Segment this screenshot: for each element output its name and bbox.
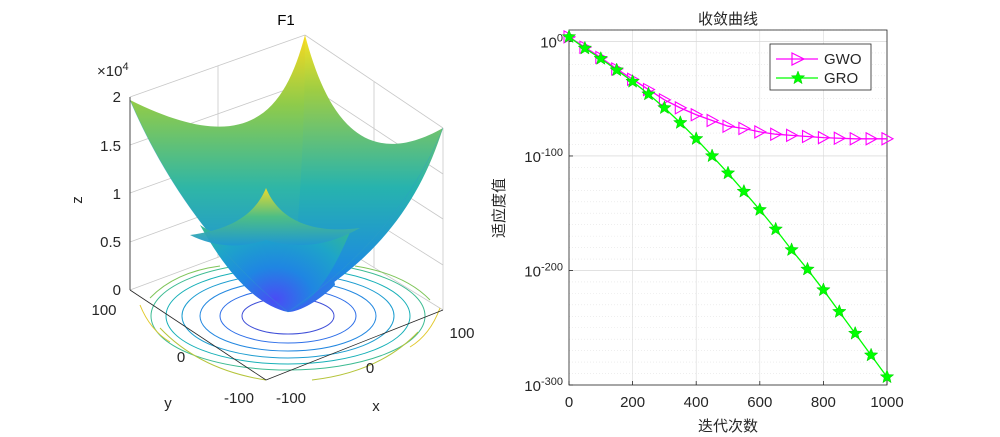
data-point-gwo xyxy=(690,107,704,122)
legend-item-gro: GRO xyxy=(776,70,858,87)
surface-plot: F1 xyxy=(69,12,475,415)
data-point-gro xyxy=(784,242,799,257)
data-point-gro xyxy=(577,40,593,55)
axes-box xyxy=(568,29,888,386)
y-axis-label: y xyxy=(164,395,172,412)
legend-label-gro: GRO xyxy=(824,70,858,87)
data-point-gro xyxy=(641,86,656,101)
series xyxy=(561,29,895,384)
data-point-gwo xyxy=(706,113,720,128)
convergence-y-label: 适应度值 xyxy=(490,178,508,238)
z-axis: ×104 2 1.5 1 0.5 0 z xyxy=(69,61,131,299)
y-tick-label: 10-100 xyxy=(524,147,563,166)
z-tick-label: 1 xyxy=(113,186,121,203)
data-point-gwo xyxy=(849,131,863,146)
data-point-gwo xyxy=(674,100,688,115)
y-ticks: 100 10-100 10-200 10-300 xyxy=(524,32,573,395)
x-tick-label: 600 xyxy=(747,394,772,411)
convergence-x-label: 迭代次数 xyxy=(698,417,758,435)
z-tick-label: 2 xyxy=(113,89,121,106)
data-point-gwo xyxy=(833,131,847,146)
x-tick-label: 100 xyxy=(449,325,474,342)
data-point-gro xyxy=(879,369,895,384)
floor-contours xyxy=(139,261,441,381)
data-point-gwo xyxy=(817,130,831,145)
data-point-gro xyxy=(704,148,720,163)
z-tick-label: 1.5 xyxy=(100,138,121,155)
data-point-gwo xyxy=(865,131,879,146)
data-point-gro xyxy=(720,165,736,180)
x-ticks: 0 200 400 600 800 1000 xyxy=(565,381,904,411)
y-axis: 100 0 -100 y xyxy=(91,289,267,412)
data-point-gwo xyxy=(786,128,799,143)
data-point-gwo xyxy=(722,119,736,134)
y-tick-label: 10-300 xyxy=(524,376,563,395)
data-point-gro xyxy=(752,202,768,217)
data-point-gro xyxy=(736,183,752,198)
data-point-gro xyxy=(625,73,640,88)
z-scale-label: ×104 xyxy=(97,61,129,80)
x-tick-label: 400 xyxy=(684,394,709,411)
data-point-gro xyxy=(657,100,672,115)
convergence-title: 收敛曲线 xyxy=(698,10,758,28)
data-point-gwo xyxy=(881,131,895,146)
y-tick-label: 100 xyxy=(91,302,116,319)
y-tick-label: 0 xyxy=(177,349,185,366)
convergence-plot: 收敛曲线 0 200 400 600 800 1000 10010-10010-20010… xyxy=(490,10,904,435)
x-tick-label: 1000 xyxy=(870,394,903,411)
data-point-gwo xyxy=(770,127,783,142)
legend-box xyxy=(769,43,872,91)
x-tick-label: 0 xyxy=(366,360,374,377)
x-tick-label: 0 xyxy=(565,394,573,411)
data-point-gwo xyxy=(754,124,767,139)
surface-title: F1 xyxy=(277,12,295,29)
z-tick-label: 0 xyxy=(113,282,121,299)
z-tick-label: 0.5 xyxy=(100,234,121,251)
data-point-gro xyxy=(593,50,609,65)
z-axis-label: z xyxy=(69,196,86,204)
data-point-gwo xyxy=(801,129,815,144)
x-tick-label: 800 xyxy=(811,394,836,411)
legend: GWO GRO xyxy=(769,43,872,91)
data-point-gro xyxy=(768,221,784,236)
legend-item-gwo: GWO xyxy=(776,51,862,68)
star-marker-icon xyxy=(790,70,806,85)
legend-label-gwo: GWO xyxy=(824,51,862,68)
data-point-gro xyxy=(800,261,815,276)
data-point-gro xyxy=(609,62,625,77)
y-tick-label: 100 xyxy=(540,32,563,51)
y-tick-label: 10-200 xyxy=(524,261,563,280)
data-point-gro xyxy=(847,325,863,340)
data-point-gro xyxy=(816,282,831,297)
data-point-gro xyxy=(672,115,688,129)
x-tick-label: 200 xyxy=(620,394,645,411)
triangle-marker-icon xyxy=(791,52,806,66)
data-point-gro xyxy=(561,29,577,44)
data-point-gro xyxy=(688,131,704,146)
x-axis: -100 0 100 x xyxy=(265,309,475,415)
y-tick-label: -100 xyxy=(224,390,254,407)
data-point-gro xyxy=(831,304,847,318)
x-axis-label: x xyxy=(372,398,380,415)
surface-mesh xyxy=(129,35,444,313)
data-point-gwo xyxy=(738,121,752,136)
x-tick-label: -100 xyxy=(276,390,306,407)
data-point-gro xyxy=(863,347,879,362)
